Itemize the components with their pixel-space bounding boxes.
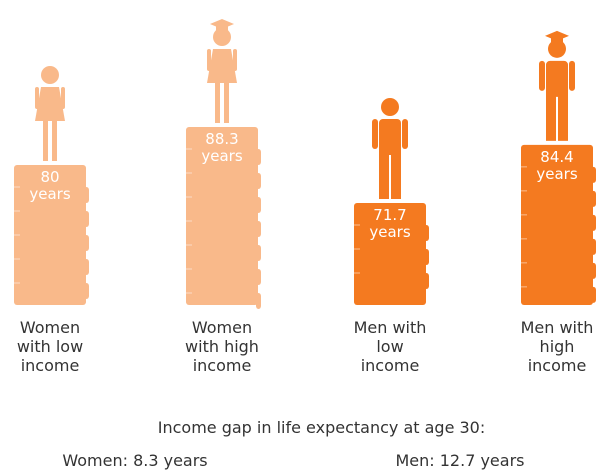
- value-label: 88.3 years: [196, 131, 248, 165]
- pictogram-part: [207, 49, 211, 71]
- book-edge: [256, 149, 261, 165]
- book-edge: [256, 173, 261, 189]
- value-label: 84.4 years: [531, 149, 583, 183]
- book-edge: [591, 263, 596, 279]
- book-edge: [84, 283, 89, 299]
- book-edge: [84, 211, 89, 227]
- pictogram: [372, 98, 408, 199]
- x-tick-label: Women with high income: [182, 318, 262, 375]
- pictogram: [207, 19, 237, 123]
- plot: [0, 0, 603, 471]
- x-tick-label: Men with low income: [350, 318, 430, 375]
- pictogram-part: [539, 61, 545, 91]
- pictogram-part: [233, 49, 237, 71]
- pictogram-part: [35, 87, 65, 121]
- book-edge: [84, 235, 89, 251]
- pictogram-part: [215, 81, 220, 123]
- pictogram-part: [379, 151, 389, 199]
- pictogram-part: [52, 119, 57, 161]
- pictogram-part: [207, 49, 237, 83]
- value-label: 80 years: [24, 169, 76, 203]
- book-edge: [256, 221, 261, 237]
- x-tick-label: Men with high income: [517, 318, 597, 375]
- pictogram-part: [35, 87, 39, 109]
- book-edge: [256, 245, 261, 261]
- pictogram: [539, 31, 575, 141]
- pictogram-part: [558, 93, 568, 141]
- book-edge: [591, 215, 596, 231]
- pictogram-part: [41, 66, 59, 84]
- book-edge: [591, 191, 596, 207]
- pictogram: [35, 66, 65, 161]
- pictogram-part: [569, 61, 575, 91]
- book-edge: [591, 239, 596, 255]
- pictogram-part: [372, 119, 378, 149]
- x-tick-label: Women with low income: [10, 318, 90, 375]
- pictogram-part: [61, 87, 65, 109]
- pictogram-part: [546, 93, 556, 141]
- book-edge: [84, 259, 89, 275]
- pictogram-part: [391, 151, 401, 199]
- book-edge: [256, 269, 261, 285]
- book-edge: [424, 273, 429, 289]
- book-edge: [424, 249, 429, 265]
- book-edge: [424, 225, 429, 241]
- chart: Income gap in life expectancy at age 30:…: [0, 0, 603, 471]
- annotation: Men: 12.7 years: [360, 451, 560, 470]
- book-edge: [256, 293, 261, 309]
- book-edge: [256, 197, 261, 213]
- annotation: Income gap in life expectancy at age 30:: [0, 418, 603, 437]
- pictogram-part: [551, 38, 563, 43]
- pictogram-part: [43, 119, 48, 161]
- pictogram-part: [402, 119, 408, 149]
- pictogram-part: [216, 26, 228, 31]
- pictogram-part: [546, 61, 568, 97]
- book-edge: [591, 287, 596, 303]
- value-label: 71.7 years: [364, 207, 416, 241]
- pictogram-part: [379, 119, 401, 155]
- annotation: Women: 8.3 years: [35, 451, 235, 470]
- book-edge: [591, 167, 596, 183]
- book-edge: [84, 187, 89, 203]
- pictogram-part: [224, 81, 229, 123]
- pictogram-part: [381, 98, 399, 116]
